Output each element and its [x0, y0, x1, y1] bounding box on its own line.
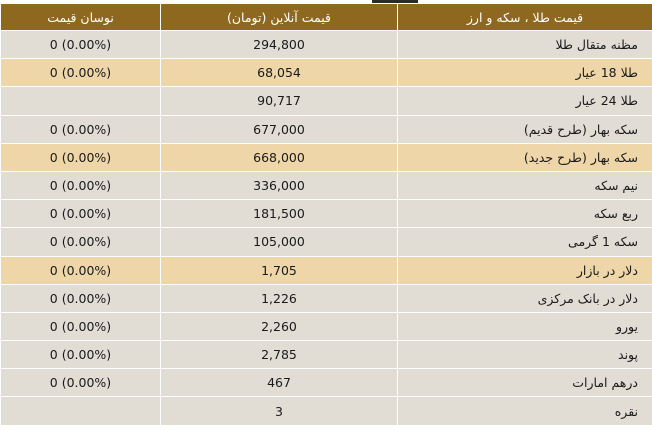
item-name-cell: طلا 18 عیار [398, 59, 652, 87]
item-name-cell: ربع سکه [398, 200, 652, 228]
item-name-cell: سکه بهار (طرح جدید) [398, 143, 652, 171]
top-strip [0, 0, 652, 3]
item-name-cell: یورو [398, 312, 652, 341]
price-cell: 1,705 [161, 256, 397, 284]
table-body: مظنه متقال طلا 294,800 0 (0.00%) طلا 18 عیا… [1, 31, 652, 425]
price-change-cell: 0 (0.00%) [1, 171, 160, 200]
table-row: دلار در بانک مرکزی 1,226 0 (0.00%) [1, 284, 652, 312]
price-cell: 467 [161, 369, 397, 397]
item-name-cell: مظنه متقال طلا [398, 31, 652, 59]
price-cell: 677,000 [161, 115, 397, 143]
price-cell: 668,000 [161, 143, 397, 171]
price-change-cell: 0 (0.00%) [1, 143, 160, 171]
price-cell: 68,054 [161, 59, 397, 87]
price-cell: 105,000 [161, 228, 397, 256]
table-row: نقره 3 [1, 397, 652, 425]
price-change-cell: 0 (0.00%) [1, 256, 160, 284]
item-name-cell: نیم سکه [398, 171, 652, 200]
price-cell: 2,260 [161, 312, 397, 341]
item-name-cell: دلار در بازار [398, 256, 652, 284]
price-change-cell [1, 397, 160, 425]
price-change-cell: 0 (0.00%) [1, 228, 160, 256]
table-row: سکه بهار (طرح قدیم) 677,000 0 (0.00%) [1, 115, 652, 143]
item-name-cell: نقره [398, 397, 652, 425]
table-row: یورو 2,260 0 (0.00%) [1, 312, 652, 341]
price-change-cell: 0 (0.00%) [1, 59, 160, 87]
item-name-cell: دلار در بانک مرکزی [398, 284, 652, 312]
table-row: نیم سکه 336,000 0 (0.00%) [1, 171, 652, 200]
table-row: سکه 1 گرمی 105,000 0 (0.00%) [1, 228, 652, 256]
price-change-cell: 0 (0.00%) [1, 341, 160, 369]
cropped-title-fragment [372, 0, 418, 3]
column-header-change: نوسان قیمت [1, 4, 160, 30]
price-table: قیمت طلا ، سکه و ارز قیمت آنلاین (تومان)… [0, 3, 652, 426]
price-cell: 90,717 [161, 87, 397, 115]
item-name-cell: سکه 1 گرمی [398, 228, 652, 256]
table-row: سکه بهار (طرح جدید) 668,000 0 (0.00%) [1, 143, 652, 171]
table-row: دلار در بازار 1,705 0 (0.00%) [1, 256, 652, 284]
column-header-price: قیمت آنلاین (تومان) [161, 4, 397, 30]
price-change-cell: 0 (0.00%) [1, 115, 160, 143]
price-change-cell: 0 (0.00%) [1, 312, 160, 341]
price-cell: 1,226 [161, 284, 397, 312]
table-row: ربع سکه 181,500 0 (0.00%) [1, 200, 652, 228]
price-cell: 2,785 [161, 341, 397, 369]
price-change-cell: 0 (0.00%) [1, 200, 160, 228]
item-name-cell: درهم امارات [398, 369, 652, 397]
item-name-cell: پوند [398, 341, 652, 369]
table-row: طلا 18 عیار 68,054 0 (0.00%) [1, 59, 652, 87]
price-cell: 3 [161, 397, 397, 425]
price-change-cell [1, 87, 160, 115]
item-name-cell: طلا 24 عیار [398, 87, 652, 115]
price-change-cell: 0 (0.00%) [1, 284, 160, 312]
table-row: پوند 2,785 0 (0.00%) [1, 341, 652, 369]
item-name-cell: سکه بهار (طرح قدیم) [398, 115, 652, 143]
price-cell: 294,800 [161, 31, 397, 59]
price-change-cell: 0 (0.00%) [1, 31, 160, 59]
price-cell: 336,000 [161, 171, 397, 200]
column-header-item: قیمت طلا ، سکه و ارز [398, 4, 652, 30]
table-header-row: قیمت طلا ، سکه و ارز قیمت آنلاین (تومان)… [1, 4, 652, 30]
table-row: طلا 24 عیار 90,717 [1, 87, 652, 115]
price-cell: 181,500 [161, 200, 397, 228]
price-change-cell: 0 (0.00%) [1, 369, 160, 397]
table-row: مظنه متقال طلا 294,800 0 (0.00%) [1, 31, 652, 59]
table-row: درهم امارات 467 0 (0.00%) [1, 369, 652, 397]
